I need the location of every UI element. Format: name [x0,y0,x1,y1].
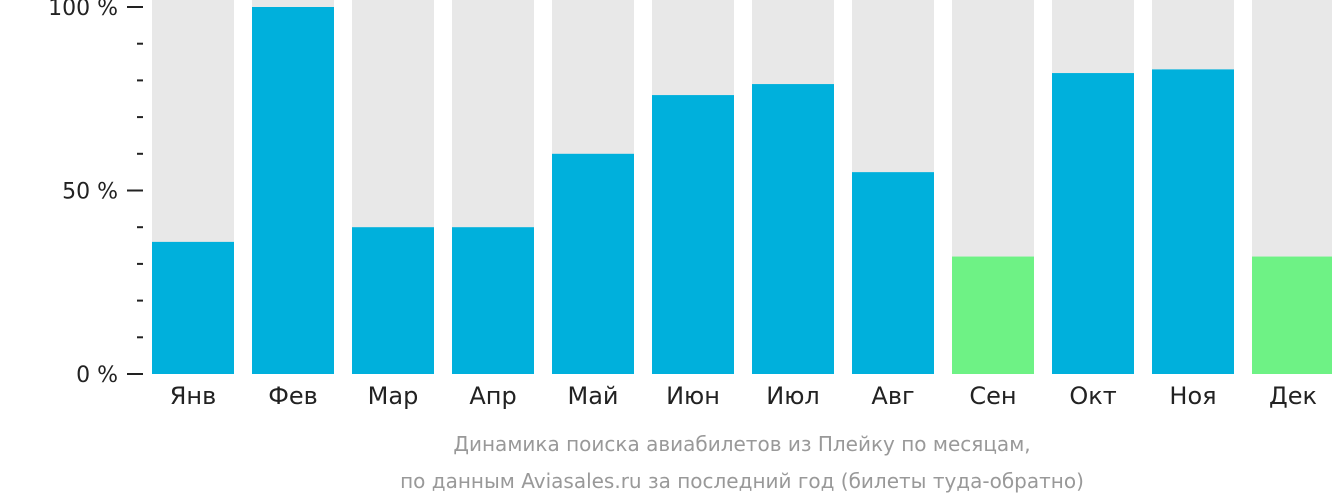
x-tick-label: Дек [1269,382,1317,410]
x-tick-label: Мар [368,382,419,410]
bar [252,7,334,374]
bar [552,153,634,374]
chart-caption-line1: Динамика поиска авиабилетов из Плейку по… [453,432,1030,456]
x-tick-label: Апр [469,382,516,410]
y-axis: 100 % 50 % 0 % [48,0,143,388]
bar [952,256,1034,374]
bar [1252,256,1332,374]
chart-caption-line2: по данным Aviasales.ru за последний год … [400,469,1084,493]
y-tick-label: 50 % [62,180,118,205]
x-tick-label: Янв [170,382,217,410]
x-tick-label: Июн [666,382,720,410]
y-tick-label: 100 % [48,0,118,21]
bars [152,0,1332,374]
bar [852,172,934,374]
x-tick-label: Сен [969,382,1016,410]
x-tick-label: Окт [1069,382,1116,410]
x-tick-label: Июл [766,382,820,410]
bar [1052,73,1134,374]
x-axis-labels: Янв Фев Мар Апр Май Июн Июл Авг Сен Окт Ноя Дек [170,382,1317,410]
x-tick-label: Фев [268,382,318,410]
bar [452,227,534,374]
bar [1152,69,1234,374]
y-tick-label: 0 % [76,363,118,388]
x-tick-label: Авг [871,382,914,410]
x-tick-label: Ноя [1169,382,1216,410]
bar [752,84,834,374]
bar [152,241,234,374]
bar [652,95,734,374]
x-tick-label: Май [567,382,618,410]
bar [352,227,434,374]
